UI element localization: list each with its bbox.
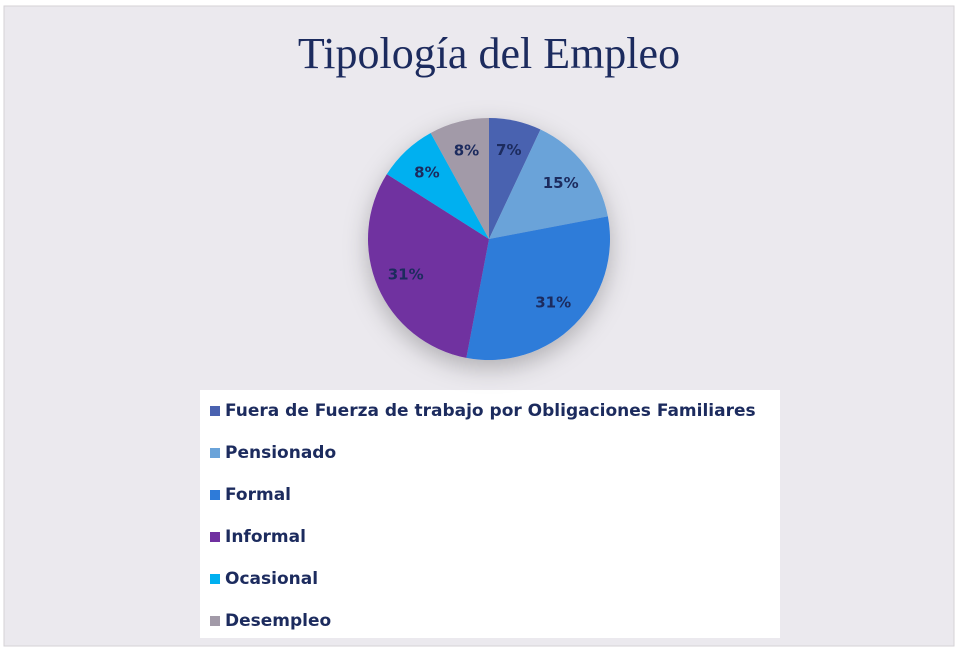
legend-swatch xyxy=(210,616,220,626)
chart-title: Tipología del Empleo xyxy=(298,29,680,78)
pie-slice xyxy=(367,174,489,358)
data-label: 8% xyxy=(414,163,439,181)
pie-slice xyxy=(466,216,610,360)
data-label: 8% xyxy=(454,142,479,160)
data-label: 31% xyxy=(535,294,571,312)
legend-label: Pensionado xyxy=(225,443,336,463)
data-label: 15% xyxy=(543,174,579,192)
legend-label: Fuera de Fuerza de trabajo por Obligacio… xyxy=(225,401,756,421)
pie xyxy=(367,118,610,360)
legend-label: Informal xyxy=(225,527,306,547)
pie-slice xyxy=(386,132,489,239)
legend-box xyxy=(200,390,780,638)
data-label: 7% xyxy=(496,141,521,159)
legend-label: Desempleo xyxy=(225,611,331,631)
legend-label: Ocasional xyxy=(225,569,318,589)
data-label: 31% xyxy=(388,266,424,284)
legend-label: Formal xyxy=(225,485,291,505)
legend-swatch xyxy=(210,532,220,542)
legend-swatch xyxy=(210,448,220,458)
pie-slice xyxy=(430,118,489,239)
pie-slice xyxy=(489,118,541,239)
legend-swatch xyxy=(210,490,220,500)
pie-slice xyxy=(489,129,608,239)
legend-swatch xyxy=(210,406,220,416)
legend-swatch xyxy=(210,574,220,584)
